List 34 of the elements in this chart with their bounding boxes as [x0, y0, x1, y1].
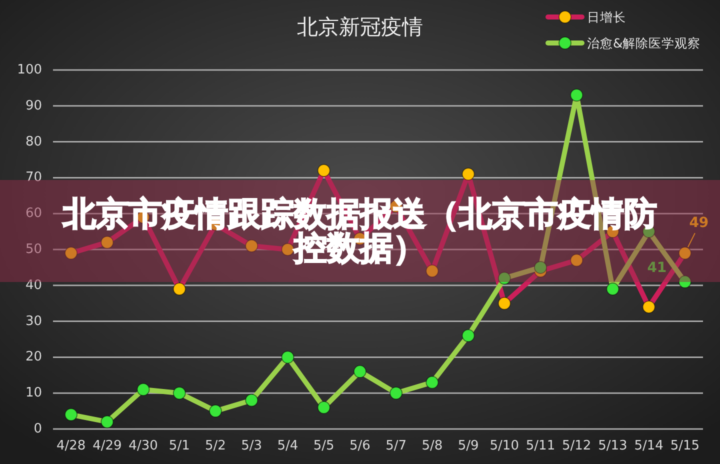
legend-label: 治愈&解除医学观察	[587, 36, 701, 50]
y-tick-label: 50	[25, 242, 42, 257]
y-tick-label: 0	[34, 422, 42, 436]
y-tick-label: 80	[25, 134, 42, 150]
x-tick-label: 5/9	[458, 438, 479, 454]
x-tick-label: 5/1	[168, 438, 190, 454]
x-tick-label: 5/11	[526, 438, 556, 454]
y-tick-label: 90	[25, 98, 42, 114]
y-tick-label: 10	[25, 386, 42, 401]
x-tick-label: 5/4	[277, 438, 298, 454]
x-tick-label: 5/12	[562, 438, 592, 454]
y-tick-label: 70	[25, 170, 42, 186]
x-tick-label: 5/8	[422, 438, 443, 454]
y-tick-label: 20	[25, 350, 42, 365]
data-label: 49	[689, 215, 709, 232]
x-tick-label: 4/29	[92, 438, 122, 454]
x-tick-label: 5/7	[386, 438, 407, 454]
x-tick-label: 5/6	[349, 438, 370, 454]
x-tick-label: 5/3	[241, 438, 262, 454]
data-label: 41	[647, 260, 667, 276]
x-tick-label: 5/14	[634, 438, 664, 454]
y-tick-label: 100	[17, 62, 42, 78]
title: 北京新冠疫情	[297, 15, 423, 39]
y-tick-label: 30	[25, 314, 42, 329]
x-tick-label: 5/13	[598, 438, 628, 454]
x-tick-label: 5/10	[490, 438, 519, 454]
y-tick-label: 60	[25, 206, 42, 222]
x-tick-label: 5/15	[670, 438, 700, 454]
y-tick-label: 40	[25, 278, 42, 293]
x-tick-label: 4/28	[56, 438, 86, 454]
x-tick-label: 5/5	[313, 438, 334, 454]
legend-label: 日增长	[587, 10, 626, 24]
x-tick-label: 4/30	[128, 438, 158, 454]
x-tick-label: 5/2	[205, 438, 226, 454]
